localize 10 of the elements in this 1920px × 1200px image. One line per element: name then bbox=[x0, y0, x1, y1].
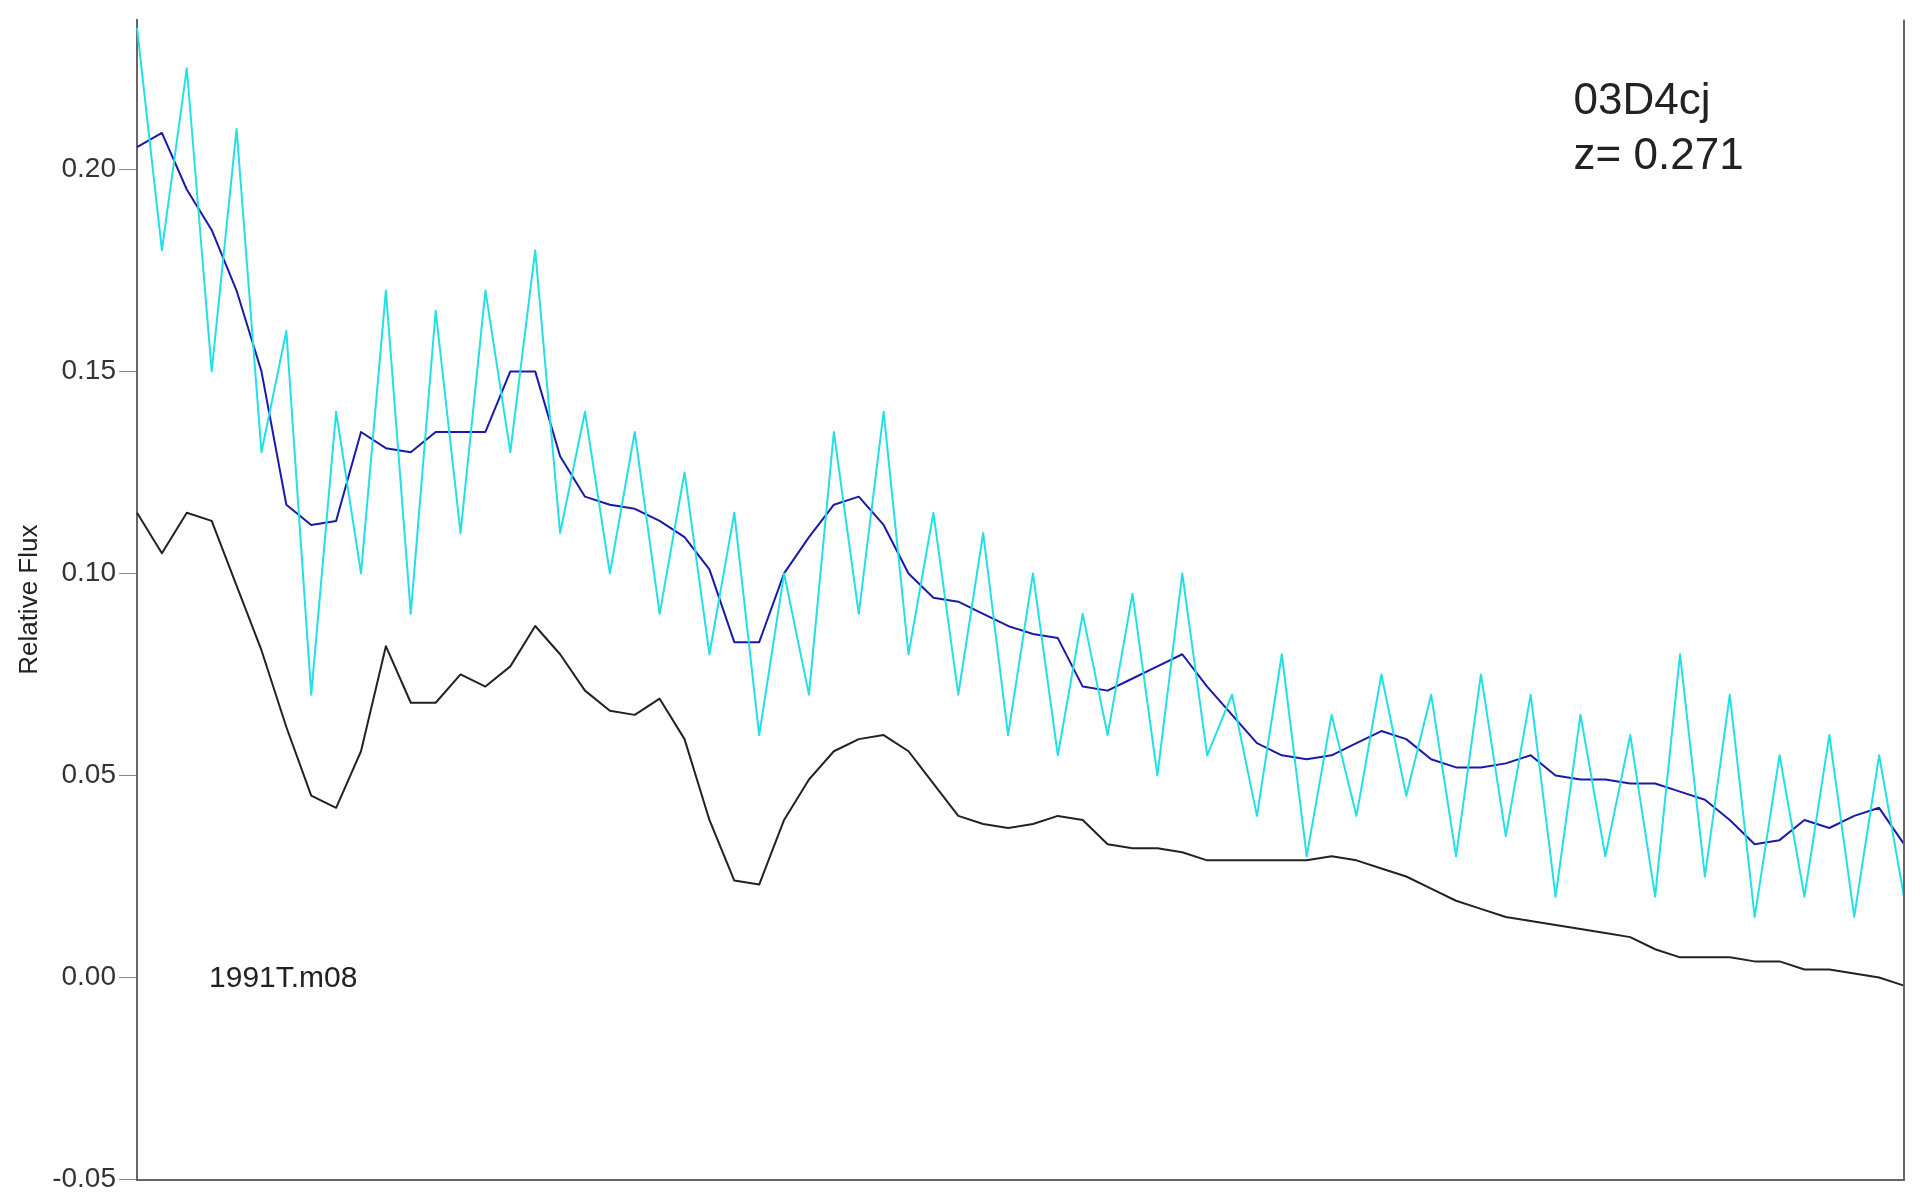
annotation: 1991T.m08 bbox=[209, 959, 358, 993]
annotation: z= 0.271 bbox=[1573, 128, 1744, 178]
y-axis-title: Relative Flux bbox=[12, 524, 43, 675]
y-tick-label: -0.05 bbox=[52, 1162, 117, 1194]
y-tick-label: 0.05 bbox=[61, 758, 117, 790]
y-tick-label: 0.00 bbox=[61, 960, 117, 992]
y-tick-label: 0.20 bbox=[61, 152, 117, 184]
y-tick-label: 0.15 bbox=[61, 354, 117, 386]
annotation: 03D4cj bbox=[1573, 73, 1711, 123]
y-tick-label: 0.10 bbox=[61, 556, 117, 588]
